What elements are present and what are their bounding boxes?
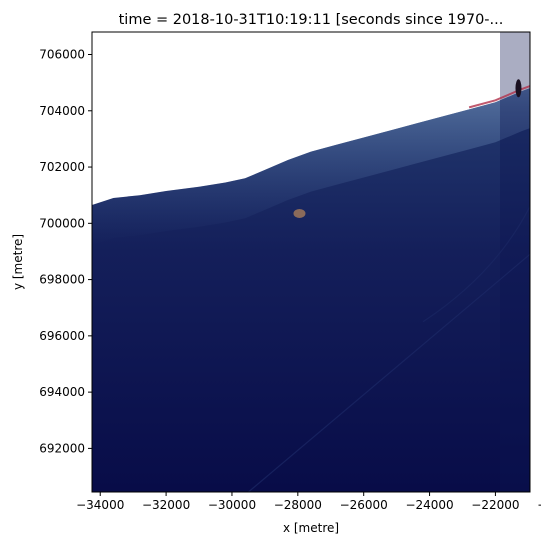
y-tick-label: 698000 bbox=[39, 273, 85, 287]
x-tick-label: −24000 bbox=[405, 498, 453, 512]
sea-raster bbox=[92, 54, 530, 492]
x-axis: −34000 −32000 −30000 −28000 −26000 −24000 −220… bbox=[76, 492, 541, 512]
x-tick-label: −20000 bbox=[537, 498, 541, 512]
x-tick-label: −26000 bbox=[340, 498, 388, 512]
shallow-shore-band bbox=[92, 74, 530, 245]
y-tick-label: 694000 bbox=[39, 385, 85, 399]
tile-seam-strip bbox=[500, 32, 530, 492]
y-axis: 692000 694000 696000 698000 700000 702000 7040… bbox=[39, 48, 92, 455]
x-tick-label: −32000 bbox=[142, 498, 190, 512]
y-tick-label: 696000 bbox=[39, 329, 85, 343]
y-tick-label: 692000 bbox=[39, 441, 85, 455]
y-tick-label: 706000 bbox=[39, 48, 85, 62]
x-axis-label: x [metre] bbox=[283, 521, 339, 535]
sand-spit-mark bbox=[515, 79, 522, 98]
x-tick-label: −34000 bbox=[76, 498, 124, 512]
swath-boundary-line bbox=[422, 206, 530, 323]
island-mark bbox=[293, 208, 306, 218]
x-tick-label: −28000 bbox=[274, 498, 322, 512]
x-tick-label: −30000 bbox=[208, 498, 256, 512]
y-axis-label: y [metre] bbox=[11, 234, 25, 290]
plot-area bbox=[92, 32, 530, 492]
shore-red-fringe bbox=[468, 72, 530, 109]
plot-frame bbox=[91, 31, 531, 493]
y-tick-label: 702000 bbox=[39, 160, 85, 174]
x-tick-label: −22000 bbox=[471, 498, 519, 512]
y-tick-label: 700000 bbox=[39, 216, 85, 230]
chart-title: time = 2018-10-31T10:19:11 [seconds sinc… bbox=[119, 12, 504, 28]
y-tick-label: 704000 bbox=[39, 104, 85, 118]
swath-boundary-line bbox=[248, 253, 530, 492]
